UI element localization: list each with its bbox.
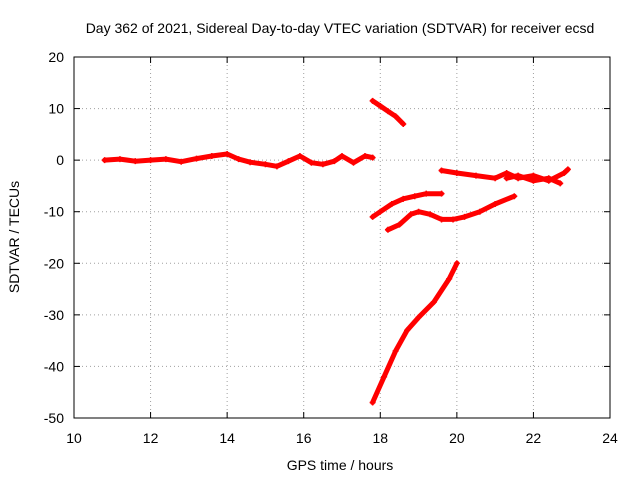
- grid: [74, 57, 610, 418]
- y-tick-label: -10: [44, 204, 64, 220]
- x-tick-label: 24: [602, 430, 618, 446]
- x-tick-label: 12: [143, 430, 159, 446]
- y-tick-label: 20: [48, 49, 64, 65]
- y-tick-label: 0: [56, 152, 64, 168]
- y-tick-label: -20: [44, 255, 64, 271]
- y-tick-label: -40: [44, 358, 64, 374]
- series-group: [102, 98, 571, 406]
- x-tick-label: 20: [449, 430, 465, 446]
- plot-frame: [74, 57, 610, 418]
- x-axis-label: GPS time / hours: [287, 457, 394, 473]
- x-tick-label: 10: [66, 430, 82, 446]
- y-tick-label: -30: [44, 307, 64, 323]
- x-tick-label: 18: [372, 430, 388, 446]
- y-tick-label: 10: [48, 101, 64, 117]
- x-tick-label: 16: [296, 430, 312, 446]
- chart-title: Day 362 of 2021, Sidereal Day-to-day VTE…: [86, 20, 595, 36]
- data-series-arc-7: [373, 263, 457, 402]
- y-tick-label: -50: [44, 410, 64, 426]
- x-tick-label: 22: [526, 430, 542, 446]
- x-tick-label: 14: [219, 430, 235, 446]
- chart: Day 362 of 2021, Sidereal Day-to-day VTE…: [0, 0, 640, 480]
- y-axis-label: SDTVAR / TECUs: [6, 181, 22, 293]
